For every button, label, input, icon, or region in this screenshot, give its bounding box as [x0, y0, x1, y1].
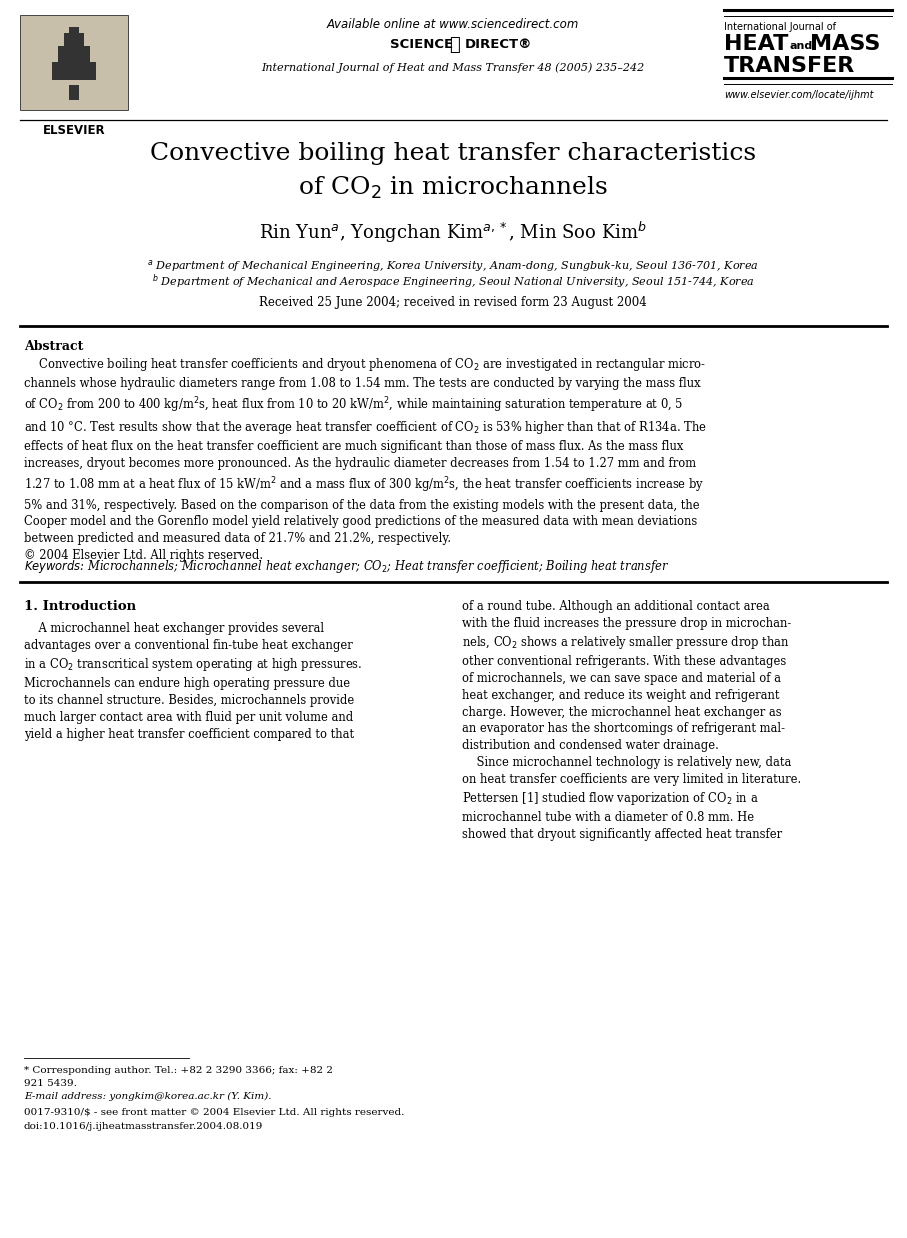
Bar	[20, 15, 128, 110]
Text: TRANSFER: TRANSFER	[724, 56, 855, 76]
Text: Rin Yun$^a$, Yongchan Kim$^{a,*}$, Min Soo Kim$^b$: Rin Yun$^a$, Yongchan Kim$^{a,*}$, Min S…	[259, 220, 647, 245]
Text: of CO$_2$ in microchannels: of CO$_2$ in microchannels	[297, 175, 608, 202]
Text: DIRECT®: DIRECT®	[465, 38, 532, 51]
Text: International Journal of: International Journal of	[724, 22, 836, 32]
Bar	[69, 27, 79, 37]
Text: www.elsevier.com/locate/ijhmt: www.elsevier.com/locate/ijhmt	[724, 90, 873, 100]
Text: 1. Introduction: 1. Introduction	[24, 600, 136, 613]
Bar	[58, 46, 90, 62]
Text: Received 25 June 2004; received in revised form 23 August 2004: Received 25 June 2004; received in revis…	[259, 296, 647, 310]
Text: 921 5439.: 921 5439.	[24, 1080, 77, 1088]
Text: E-mail address: yongkim@korea.ac.kr (Y. Kim).: E-mail address: yongkim@korea.ac.kr (Y. …	[24, 1092, 271, 1101]
Text: Available online at www.sciencedirect.com: Available online at www.sciencedirect.co…	[327, 19, 580, 31]
Text: HEAT: HEAT	[724, 33, 788, 54]
Text: Convective boiling heat transfer coefficients and dryout phenomena of CO$_2$ are: Convective boiling heat transfer coeffic…	[24, 357, 707, 562]
Text: 0017-9310/$ - see front matter © 2004 Elsevier Ltd. All rights reserved.: 0017-9310/$ - see front matter © 2004 El…	[24, 1108, 405, 1117]
Text: doi:10.1016/j.ijheatmasstransfer.2004.08.019: doi:10.1016/j.ijheatmasstransfer.2004.08…	[24, 1122, 263, 1132]
Text: $^b$ Department of Mechanical and Aerospace Engineering, Seoul National Universi: $^b$ Department of Mechanical and Aerosp…	[151, 272, 755, 291]
Text: $^a$ Department of Mechanical Engineering, Korea University, Anam-dong, Sungbuk-: $^a$ Department of Mechanical Engineerin…	[147, 258, 759, 274]
Text: International Journal of Heat and Mass Transfer 48 (2005) 235–242: International Journal of Heat and Mass T…	[261, 62, 645, 73]
Text: Convective boiling heat transfer characteristics: Convective boiling heat transfer charact…	[150, 142, 756, 165]
Text: ELSEVIER: ELSEVIER	[43, 124, 105, 137]
Text: MASS: MASS	[810, 33, 881, 54]
Text: ⓓ: ⓓ	[449, 36, 460, 54]
Bar	[64, 33, 84, 47]
Text: of a round tube. Although an additional contact area
with the fluid increases th: of a round tube. Although an additional …	[462, 600, 801, 841]
Text: SCIENCE: SCIENCE	[390, 38, 454, 51]
Text: $\it{Keywords}$: Microchannels; Microchannel heat exchanger; CO$_2$; Heat transf: $\it{Keywords}$: Microchannels; Microcha…	[24, 558, 669, 574]
Text: Abstract: Abstract	[24, 340, 83, 353]
Text: * Corresponding author. Tel.: +82 2 3290 3366; fax: +82 2: * Corresponding author. Tel.: +82 2 3290…	[24, 1066, 333, 1075]
Text: A microchannel heat exchanger provides several
advantages over a conventional fi: A microchannel heat exchanger provides s…	[24, 621, 363, 740]
Bar	[52, 62, 96, 80]
Text: and: and	[790, 41, 814, 51]
Bar	[69, 85, 79, 100]
